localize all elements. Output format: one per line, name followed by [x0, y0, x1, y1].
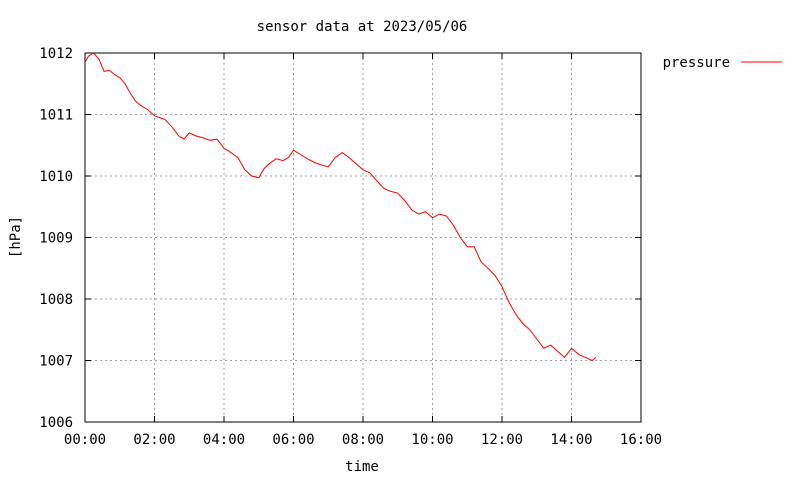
x-tick-labels: 00:00 02:00 04:00 06:00 08:00 10:00 12:00 14:00…: [64, 432, 662, 448]
y-tick-label: 1008: [39, 292, 73, 308]
axis-ticks: [84, 52, 642, 423]
x-tick-label: 14:00: [550, 432, 592, 448]
x-tick-label: 02:00: [133, 432, 175, 448]
x-tick-label: 10:00: [411, 432, 453, 448]
y-tick-label: 1011: [39, 108, 73, 124]
x-tick-label: 00:00: [64, 432, 106, 448]
legend-entry-pressure: pressure: [663, 55, 730, 71]
y-tick-labels: 1006 1007 1008 1009 1010 1011 1012: [39, 46, 73, 431]
y-tick-label: 1009: [39, 231, 73, 247]
legend: pressure: [663, 55, 782, 71]
y-tick-label: 1007: [39, 354, 73, 370]
x-tick-label: 06:00: [272, 432, 314, 448]
x-tick-label: 08:00: [342, 432, 384, 448]
x-tick-label: 12:00: [481, 432, 523, 448]
x-tick-label: 16:00: [620, 432, 662, 448]
grid-lines: [85, 53, 641, 422]
x-axis-label: time: [345, 459, 379, 475]
pressure-series-line: [84, 52, 597, 362]
y-tick-label: 1006: [39, 415, 73, 431]
y-tick-label: 1012: [39, 46, 73, 62]
x-tick-label: 04:00: [203, 432, 245, 448]
y-axis-label: [hPa]: [8, 216, 24, 258]
y-tick-label: 1010: [39, 169, 73, 185]
chart-title: sensor data at 2023/05/06: [257, 19, 468, 35]
